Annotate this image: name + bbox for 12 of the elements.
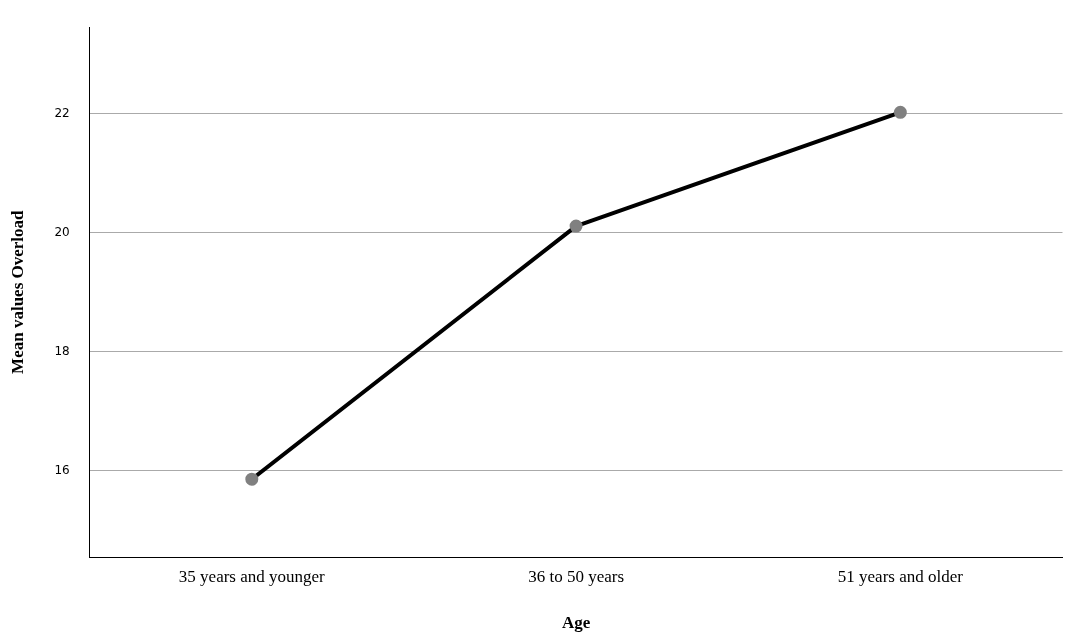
point (569, 219, 583, 233)
point (245, 472, 259, 486)
x-tick-label: 35 years and younger (178, 566, 326, 586)
y-tick-label: 18 (54, 343, 70, 358)
x-axis-title: Age (561, 613, 591, 633)
y-tick-label: 22 (54, 105, 70, 120)
y-tick-label: 20 (54, 224, 70, 239)
y-axis-title: Mean values Overload (7, 209, 27, 374)
point (893, 105, 907, 119)
y-tick-label: 16 (54, 462, 70, 477)
x-tick-label: 36 to 50 years (528, 566, 625, 586)
x-tick-label: 51 years and older (837, 566, 964, 586)
